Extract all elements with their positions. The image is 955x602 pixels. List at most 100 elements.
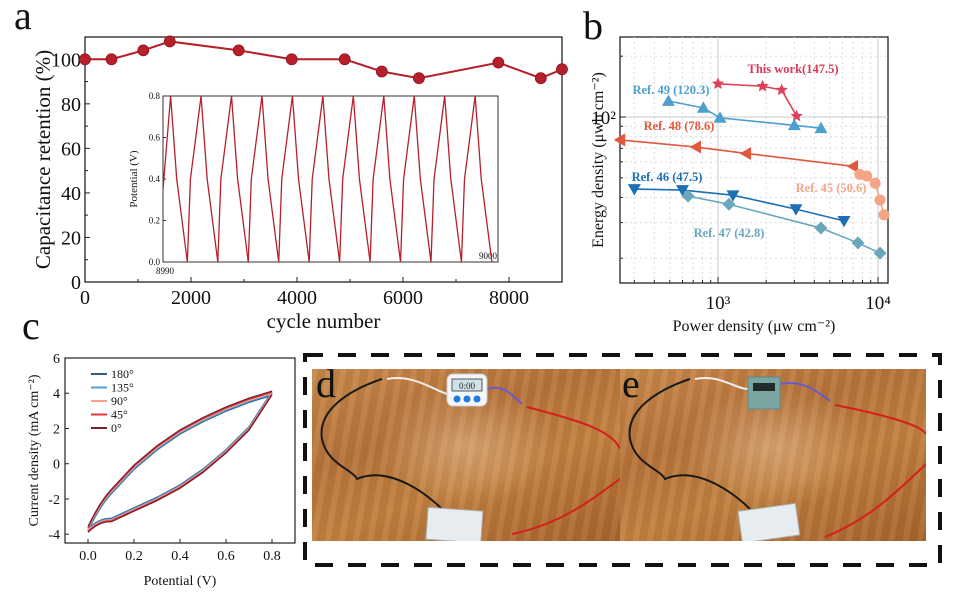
timer-screen <box>451 378 483 392</box>
inset-y-tick-label: 0.4 <box>149 174 161 184</box>
triangle-up-marker <box>814 121 828 134</box>
inset-frame <box>162 95 499 263</box>
x-tick-label: 2000 <box>171 287 211 309</box>
circle-marker <box>869 177 881 189</box>
retention-point <box>232 44 245 57</box>
plot-frame <box>84 36 563 283</box>
black-wire <box>628 378 751 510</box>
y-axis-label: Current density (mA cm⁻²) <box>27 374 42 526</box>
photo-panel-e <box>620 369 926 541</box>
y-tick-label: -4 <box>48 528 60 543</box>
y-tick-label: 20 <box>61 227 81 249</box>
series-label: Ref. 49 (120.3) <box>632 83 709 97</box>
series-line <box>717 83 798 117</box>
y-tick-label: 80 <box>61 94 81 116</box>
panel-label-d: d <box>316 361 336 406</box>
cv-curve-lower <box>87 394 273 533</box>
series-ref-46-47-5-: Ref. 46 (47.5) <box>627 170 851 228</box>
cv-curve-upper <box>87 391 273 529</box>
display-screen <box>753 383 775 391</box>
timer-button <box>453 395 461 403</box>
y-tick-label: 100 <box>51 49 81 71</box>
retention-point <box>556 63 568 76</box>
series-label: Ref. 45 (50.6) <box>796 181 867 195</box>
panel-label-c: c <box>22 303 40 348</box>
supercapacitor-device <box>425 506 484 541</box>
circle-marker <box>878 209 890 221</box>
x-tick-label: 0 <box>80 287 90 309</box>
white-wire <box>694 376 749 390</box>
inset-y-tick-label: 0.0 <box>149 257 161 267</box>
purple-wire <box>486 386 523 405</box>
x-tick-label: 0.6 <box>217 549 235 564</box>
series-ref-48-78-6-: Ref. 48 (78.6) <box>613 119 859 173</box>
panel-b-chart: 10³ 10⁴ 10² Power density (μw cm⁻²) Energy d… <box>590 36 891 335</box>
triangle-down-marker <box>726 190 740 202</box>
y-tick-label: 6 <box>53 352 60 367</box>
legend-label: 45° <box>111 408 128 422</box>
red-wire <box>511 406 620 535</box>
legend-label: 90° <box>111 394 128 408</box>
star-marker <box>775 83 788 96</box>
x-tick-label: 0.2 <box>125 549 143 564</box>
triangle-up-marker <box>661 94 675 106</box>
retention-point <box>137 44 150 57</box>
series-ref-49-120-3-: Ref. 49 (120.3) <box>632 83 828 134</box>
triangle-left-marker <box>739 146 752 160</box>
green-display <box>747 376 781 410</box>
series-label: Ref. 47 (42.8) <box>694 226 765 240</box>
triangle-up-marker <box>696 101 710 113</box>
panel-c-chart: -4 -2 0 2 4 6 0.0 0.2 0.4 0.6 0.8 Potential (V) Curr… <box>27 352 296 589</box>
y-tick-label: 40 <box>61 183 81 205</box>
retention-point <box>338 53 351 66</box>
y-tick-label: -2 <box>48 493 60 508</box>
triangle-left-marker <box>613 133 626 147</box>
y-axis-label: Capacitance retention (%) <box>31 50 55 269</box>
legend-label: 135° <box>111 381 134 395</box>
diamond-marker <box>873 246 887 260</box>
timer-display-text: 0:00 <box>459 381 476 391</box>
inset-y-tick-label: 0.2 <box>149 216 160 226</box>
series-this-work-147-5-: This work(147.5) <box>711 62 838 122</box>
x-tick-label: 10⁴ <box>865 293 891 314</box>
cv-curve-upper <box>87 392 273 530</box>
series-label: Ref. 46 (47.5) <box>632 170 703 184</box>
x-tick-label: 10³ <box>706 293 731 314</box>
circuit-drawing-d: 0:00 <box>320 373 620 541</box>
x-tick-label: 0.0 <box>79 549 97 564</box>
retention-point <box>163 35 176 48</box>
inset-x-tick-label-start: 8990 <box>156 266 175 276</box>
y-axis-label: Energy density (μwh cm⁻²) <box>590 72 607 248</box>
retention-point <box>79 53 91 66</box>
x-tick-label: 0.4 <box>171 549 189 564</box>
triangle-down-marker <box>837 216 851 228</box>
inset-x-tick-label-end: 9000 <box>479 251 498 261</box>
inset-y-tick-label: 0.8 <box>149 91 161 101</box>
inset-y-axis-label: Potential (V) <box>128 150 140 207</box>
y-tick-label: 2 <box>53 422 60 437</box>
x-axis-label: Potential (V) <box>144 574 217 589</box>
y-tick-label: 0 <box>53 458 60 473</box>
series-label: Ref. 48 (78.6) <box>644 119 715 133</box>
retention-point <box>285 53 298 66</box>
circle-marker <box>861 170 873 182</box>
white-wire <box>386 377 448 395</box>
retention-point <box>492 56 505 69</box>
retention-point <box>412 72 425 85</box>
y-tick-label: 10² <box>591 108 616 129</box>
circle-marker <box>874 194 886 206</box>
retention-line <box>85 40 563 80</box>
y-tick-label: 0 <box>71 272 81 294</box>
panel-label-b: b <box>583 3 603 48</box>
x-tick-label: 4000 <box>277 287 317 309</box>
panel-label-e: e <box>622 361 640 406</box>
triangle-down-marker <box>627 184 641 196</box>
star-marker <box>790 109 803 122</box>
purple-wire <box>779 382 831 402</box>
cv-curve-upper <box>87 390 273 528</box>
y-tick-label: 4 <box>53 387 60 402</box>
panel-label-a: a <box>14 0 32 38</box>
inset-gcd-waveform <box>162 95 493 263</box>
black-wire <box>320 378 443 510</box>
